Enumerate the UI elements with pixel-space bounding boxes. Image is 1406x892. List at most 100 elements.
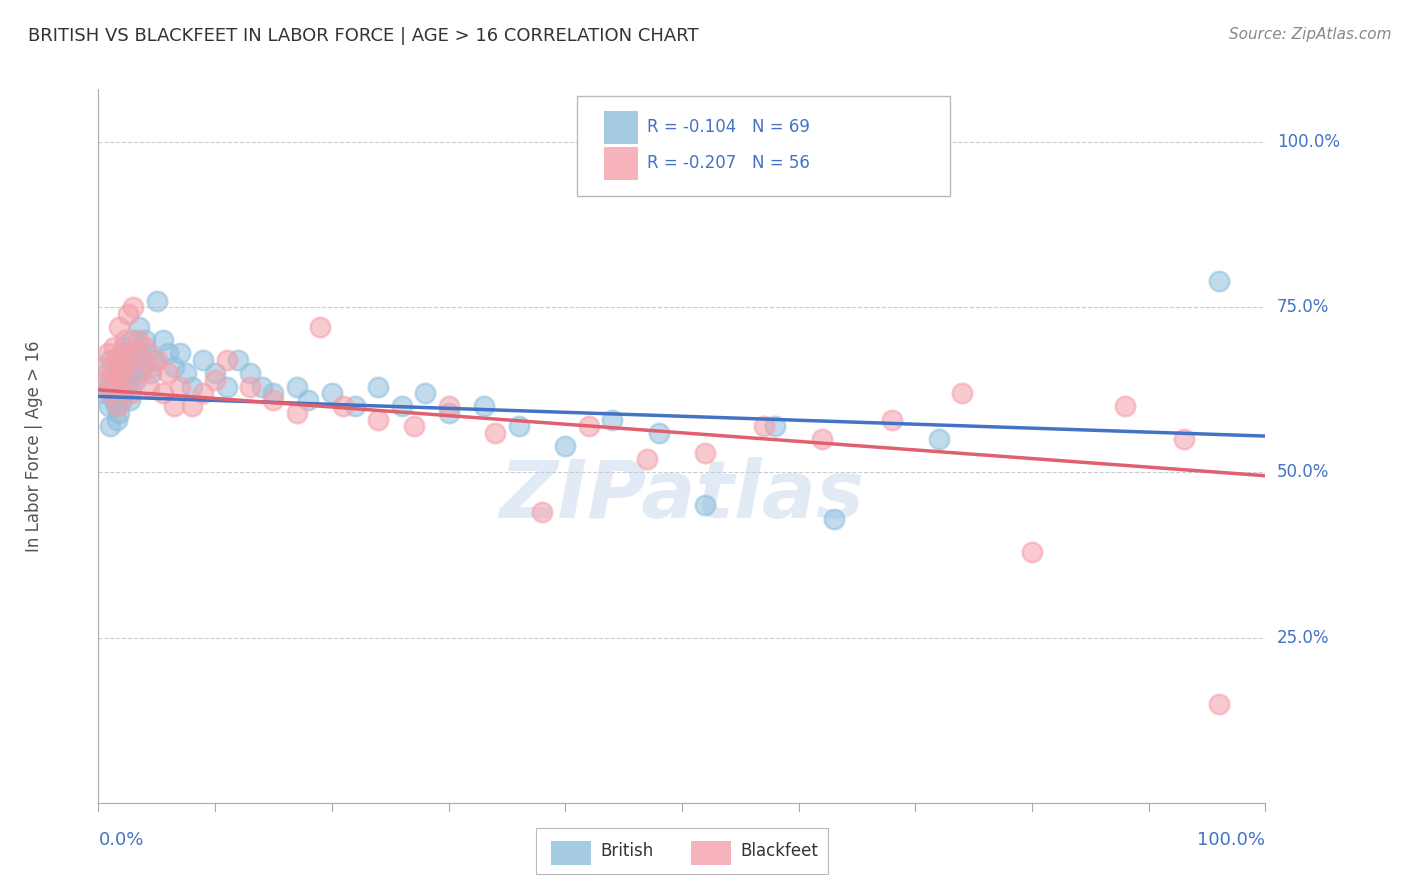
Point [437,406,460,420]
Point [928,433,950,447]
FancyBboxPatch shape [576,96,950,196]
Text: 100.0%: 100.0% [1277,133,1340,151]
Point [391,400,413,414]
Point [114,333,136,347]
Point [111,373,134,387]
Text: 0.0%: 0.0% [98,831,143,849]
Point [413,386,436,401]
Point [950,386,973,401]
Point [98,353,121,368]
Point [152,386,174,401]
Point [332,400,354,414]
Point [101,367,124,381]
Point [578,419,600,434]
Point [146,353,169,368]
Point [131,359,153,374]
Point [215,379,238,393]
Text: R = -0.104   N = 69: R = -0.104 N = 69 [647,118,810,136]
FancyBboxPatch shape [551,840,591,865]
Point [97,379,120,393]
Text: Blackfeet: Blackfeet [741,842,818,860]
Point [157,367,180,381]
Point [134,340,156,354]
Point [124,353,146,368]
Point [117,346,139,360]
Point [112,386,135,401]
Point [169,346,191,360]
Point [115,379,138,393]
Point [97,346,120,360]
Point [811,433,834,447]
Point [143,353,166,368]
Text: BRITISH VS BLACKFEET IN LABOR FORCE | AGE > 16 CORRELATION CHART: BRITISH VS BLACKFEET IN LABOR FORCE | AG… [28,27,699,45]
Point [180,379,202,393]
Point [763,419,786,434]
Point [823,511,845,525]
Point [180,400,202,414]
Point [111,379,134,393]
Point [117,307,139,321]
FancyBboxPatch shape [692,840,731,865]
Point [163,359,186,374]
Point [112,340,135,354]
Text: R = -0.207   N = 56: R = -0.207 N = 56 [647,154,810,172]
Point [695,445,717,459]
Text: ZIPatlas: ZIPatlas [499,457,865,535]
Point [122,300,145,314]
Text: Source: ZipAtlas.com: Source: ZipAtlas.com [1229,27,1392,42]
Point [215,353,238,368]
Point [647,425,669,440]
Point [118,373,141,387]
Point [1173,433,1195,447]
Point [437,400,460,414]
Point [157,346,180,360]
Point [122,333,145,347]
Point [484,425,506,440]
Point [120,367,142,381]
Point [104,400,127,414]
Point [297,392,319,407]
Point [367,379,389,393]
FancyBboxPatch shape [536,828,828,874]
Point [96,373,118,387]
Point [118,353,141,368]
Point [108,320,131,334]
Point [104,379,127,393]
Point [530,505,553,519]
Point [104,373,127,387]
Point [600,412,623,426]
Point [118,392,141,407]
Point [114,359,136,374]
Point [110,379,132,393]
Point [250,379,273,393]
Point [104,353,127,368]
Point [402,419,425,434]
Point [127,333,149,347]
Text: 100.0%: 100.0% [1198,831,1265,849]
Point [134,333,156,347]
Point [138,379,160,393]
Point [239,379,262,393]
Point [111,392,134,407]
Point [111,346,134,360]
Point [193,386,215,401]
Point [285,379,308,393]
Point [98,386,121,401]
Point [112,359,135,374]
Point [129,367,152,381]
Point [98,419,121,434]
Point [107,386,129,401]
Point [204,373,226,387]
Point [309,320,332,334]
Point [105,373,128,387]
FancyBboxPatch shape [603,147,637,180]
Point [174,367,197,381]
Point [169,379,191,393]
Point [321,386,343,401]
Point [239,367,262,381]
Point [141,359,163,374]
Text: British: British [600,842,654,860]
Point [1114,400,1136,414]
Point [472,400,495,414]
Point [344,400,367,414]
